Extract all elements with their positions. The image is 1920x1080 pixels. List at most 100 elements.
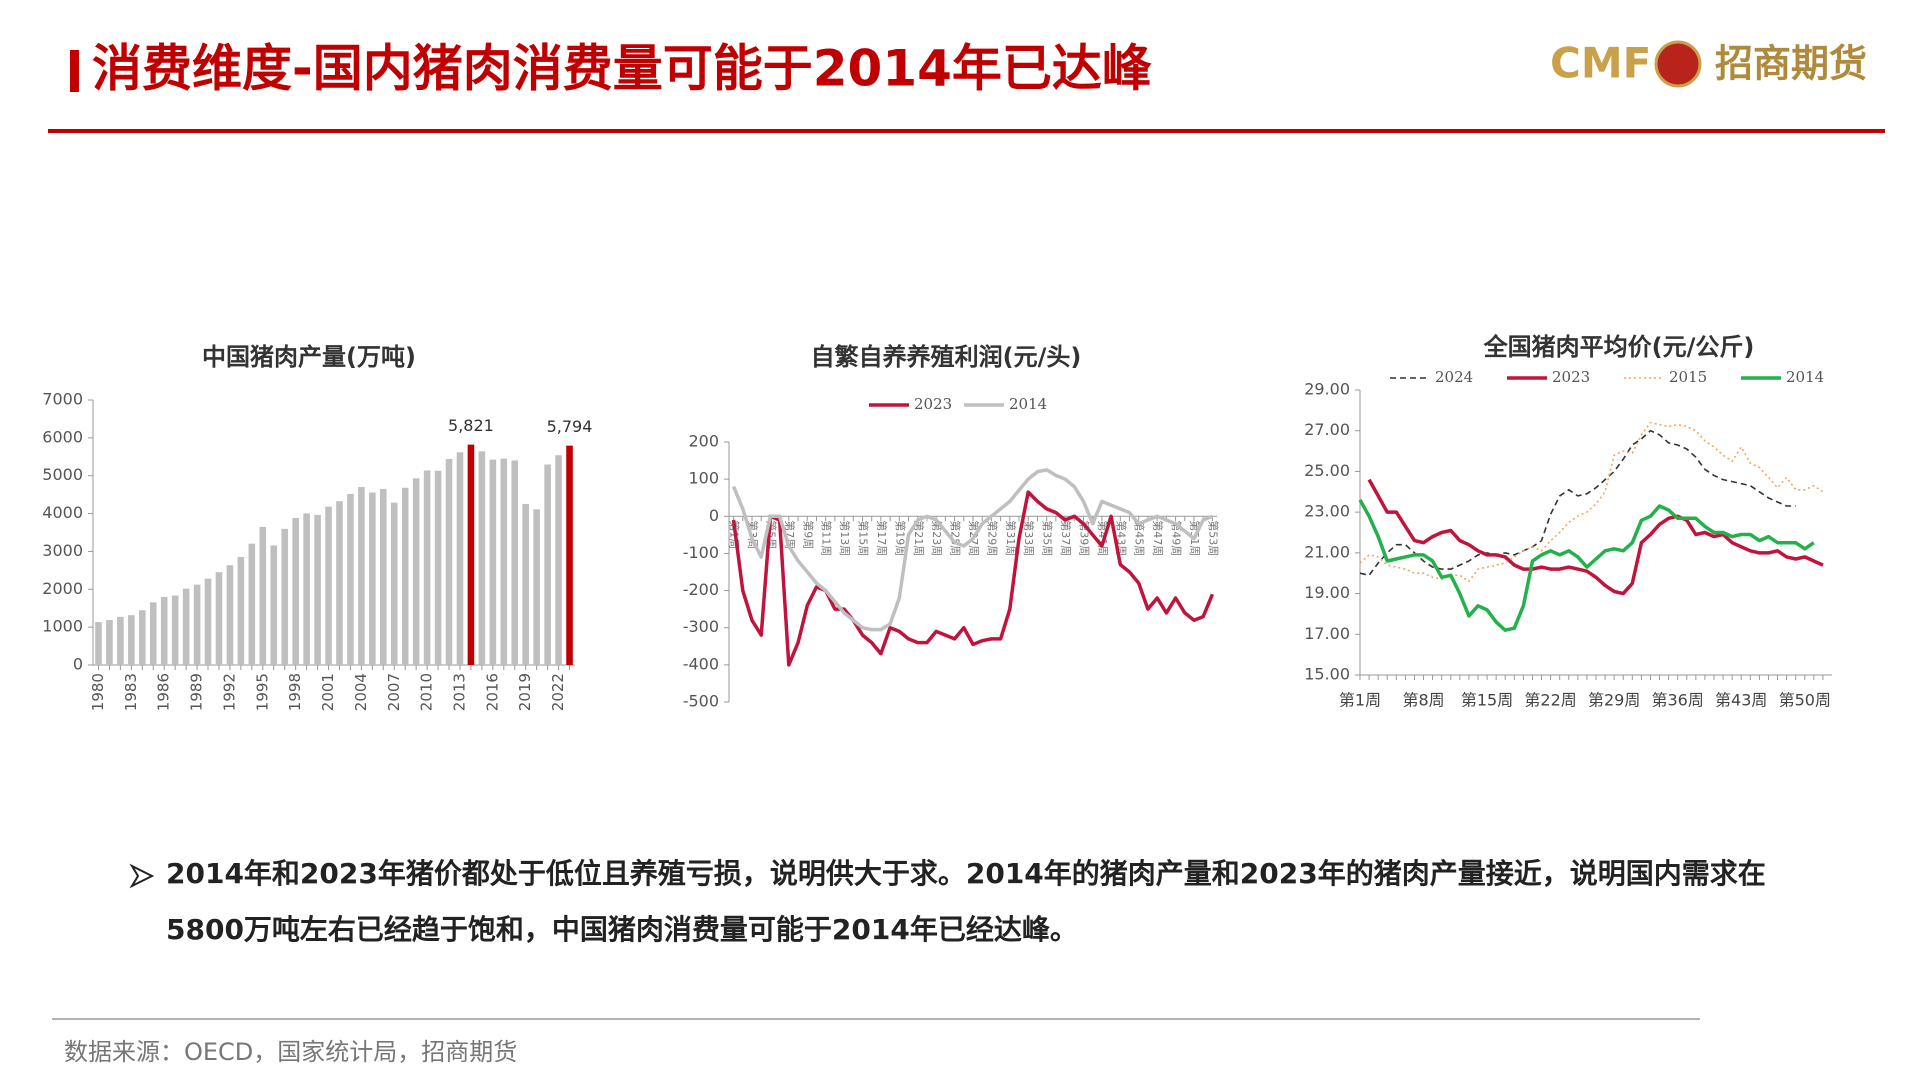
bar bbox=[456, 452, 464, 665]
x-tick-label: 第22周 bbox=[1524, 691, 1576, 710]
bar bbox=[292, 517, 299, 665]
x-tick-label: 第29周 bbox=[985, 520, 999, 556]
bar bbox=[555, 455, 562, 665]
y-tick-label: 100 bbox=[688, 469, 719, 488]
bar bbox=[390, 502, 398, 665]
bar bbox=[478, 451, 486, 665]
x-tick-label: 第13周 bbox=[838, 520, 852, 556]
chart-title: 自繁自养养殖利润(元/头) bbox=[811, 343, 1082, 371]
x-tick-label: 第37周 bbox=[1059, 520, 1073, 556]
x-tick-label: 2004 bbox=[352, 673, 370, 711]
series-line bbox=[731, 490, 1215, 667]
x-tick-label: 2013 bbox=[450, 673, 468, 711]
bar bbox=[412, 478, 420, 665]
x-tick-label: 第36周 bbox=[1652, 691, 1704, 710]
bar bbox=[511, 460, 519, 665]
bar bbox=[423, 470, 431, 665]
bar bbox=[401, 487, 409, 665]
x-tick-label: 第53周 bbox=[1206, 520, 1220, 556]
x-tick-label: 2001 bbox=[319, 673, 337, 711]
x-tick-label: 第1周 bbox=[1339, 691, 1381, 710]
source-note: 数据来源：OECD，国家统计局，招商期货 bbox=[64, 1038, 517, 1066]
x-tick-label: 第47周 bbox=[1151, 520, 1165, 556]
bar bbox=[369, 492, 376, 665]
x-tick-label: 第8周 bbox=[1402, 691, 1444, 710]
x-tick-label: 第19周 bbox=[893, 520, 907, 556]
legend-label: 2024 bbox=[1435, 368, 1473, 386]
x-tick-label: 第50周 bbox=[1779, 691, 1831, 710]
x-tick-label: 1998 bbox=[286, 673, 304, 711]
y-tick-label: 7000 bbox=[42, 390, 83, 409]
x-tick-label: 1992 bbox=[220, 673, 238, 711]
y-tick-label: 0 bbox=[73, 655, 83, 674]
y-tick-label: 23.00 bbox=[1304, 502, 1350, 521]
x-tick-label: 第35周 bbox=[1041, 520, 1055, 556]
x-tick-label: 第11周 bbox=[820, 520, 834, 556]
series-line bbox=[1359, 429, 1796, 577]
bar bbox=[533, 509, 540, 665]
y-tick-label: -200 bbox=[683, 580, 719, 599]
bar bbox=[445, 458, 453, 665]
series-line bbox=[1367, 478, 1824, 596]
bullet-text: 2014年和2023年猪价都处于低位且养殖亏损，说明供大于求。2014年的猪肉产… bbox=[166, 857, 1766, 946]
y-tick-label: -500 bbox=[683, 692, 719, 711]
bar bbox=[270, 545, 278, 665]
legend-label: 2014 bbox=[1786, 368, 1824, 386]
bar bbox=[347, 493, 354, 665]
bar bbox=[171, 595, 179, 665]
x-tick-label: 第25周 bbox=[949, 520, 963, 556]
series-line bbox=[1358, 499, 1815, 632]
x-tick-label: 第15周 bbox=[1461, 691, 1513, 710]
series-line bbox=[1359, 421, 1824, 583]
y-tick-label: 0 bbox=[709, 506, 719, 525]
bar bbox=[193, 584, 201, 665]
x-tick-label: 第31周 bbox=[1004, 520, 1018, 556]
y-tick-label: 1000 bbox=[42, 617, 83, 636]
x-tick-label: 第17周 bbox=[875, 520, 889, 556]
bar bbox=[336, 501, 343, 665]
y-tick-label: 27.00 bbox=[1304, 420, 1350, 439]
bar bbox=[303, 513, 310, 665]
logo-emblem bbox=[1654, 40, 1702, 88]
title-bar bbox=[70, 50, 79, 92]
y-tick-label: 21.00 bbox=[1304, 542, 1350, 561]
y-tick-label: 2000 bbox=[42, 579, 83, 598]
x-tick-label: 1983 bbox=[122, 673, 140, 711]
value-label: 5,821 bbox=[448, 416, 494, 435]
bullet-arrow bbox=[129, 863, 155, 889]
bar bbox=[358, 487, 365, 665]
bar bbox=[182, 588, 190, 665]
bar bbox=[106, 620, 113, 665]
y-tick-label: 29.00 bbox=[1304, 380, 1350, 399]
x-tick-label: 2022 bbox=[549, 673, 567, 711]
legend-label: 2023 bbox=[914, 395, 952, 413]
x-tick-label: 1980 bbox=[89, 673, 107, 711]
bar bbox=[160, 597, 168, 665]
legend-label: 2023 bbox=[1552, 368, 1590, 386]
bar bbox=[259, 526, 267, 665]
legend-label: 2014 bbox=[1009, 395, 1047, 413]
y-tick-label: -100 bbox=[683, 543, 719, 562]
bar bbox=[95, 622, 102, 665]
bar bbox=[215, 572, 223, 665]
y-tick-label: -300 bbox=[683, 617, 719, 636]
bar bbox=[139, 610, 146, 665]
bar bbox=[500, 458, 508, 665]
bar bbox=[380, 488, 387, 665]
x-tick-label: 第33周 bbox=[1022, 520, 1036, 556]
y-tick-label: 5000 bbox=[42, 465, 83, 484]
bar bbox=[544, 464, 551, 665]
x-tick-label: 1989 bbox=[188, 673, 206, 711]
logo-text: CMF bbox=[1550, 39, 1651, 88]
bar bbox=[281, 528, 288, 665]
bar bbox=[566, 445, 573, 665]
y-tick-label: 6000 bbox=[42, 427, 83, 446]
y-tick-label: 3000 bbox=[42, 541, 83, 560]
bar bbox=[314, 514, 321, 665]
chart-title: 全国猪肉平均价(元/公斤) bbox=[1483, 333, 1755, 361]
bar bbox=[522, 503, 529, 665]
x-tick-label: 1986 bbox=[155, 673, 173, 711]
x-tick-label: 第45周 bbox=[1133, 520, 1147, 556]
